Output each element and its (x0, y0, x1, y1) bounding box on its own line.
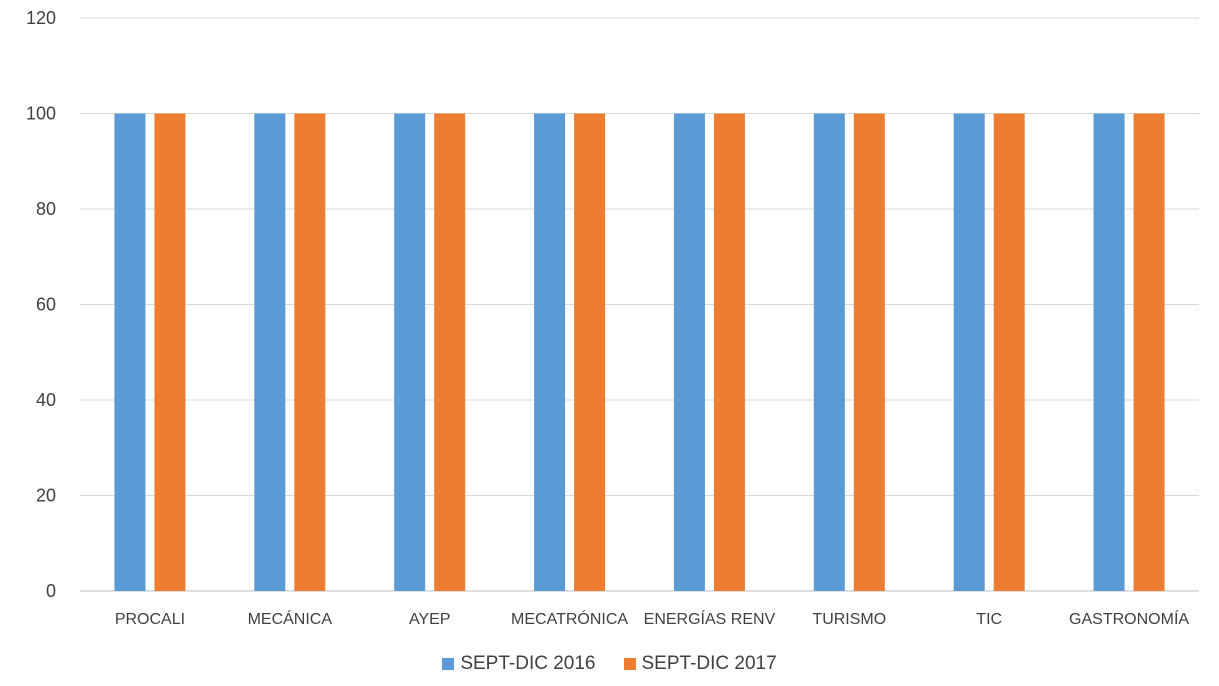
bar-1 (534, 113, 566, 591)
y-axis-ticks: 0 20 40 60 80 100 120 (26, 8, 56, 601)
y-tick-label: 80 (36, 199, 56, 219)
legend-item-series-1: SEPT-DIC 2016 (442, 653, 596, 675)
y-tick-label: 120 (26, 8, 56, 28)
x-tick-label: TIC (976, 611, 1002, 628)
y-tick-label: 40 (36, 390, 56, 410)
legend-swatch-series-2 (623, 658, 636, 670)
legend: SEPT-DIC 2016 SEPT-DIC 2017 (0, 653, 1219, 675)
bar-2 (154, 113, 186, 591)
x-tick-label: AYEP (409, 611, 451, 628)
bars (114, 113, 1165, 591)
gridlines (80, 17, 1199, 592)
x-axis-ticks: PROCALI MECÁNICA AYEP MECATRÓNICA ENERGÍAS R… (115, 609, 1190, 628)
y-tick-label: 60 (36, 295, 56, 315)
bar-2 (1133, 113, 1165, 591)
y-tick-label: 0 (46, 581, 56, 601)
x-tick-label: MECÁNICA (248, 609, 333, 628)
bar-1 (254, 113, 286, 591)
legend-swatch-series-1 (442, 658, 455, 670)
bar-2 (294, 113, 326, 591)
y-tick-label: 20 (36, 486, 56, 506)
bar-2 (853, 113, 885, 591)
bar-1 (953, 113, 985, 591)
y-tick-label: 100 (26, 104, 56, 124)
x-tick-label: PROCALI (115, 611, 185, 628)
legend-label-series-2: SEPT-DIC 2017 (641, 653, 777, 674)
bar-2 (713, 113, 745, 591)
bar-1 (813, 113, 845, 591)
x-tick-label: TURISMO (812, 611, 886, 628)
x-tick-label: GASTRONOMÍA (1069, 609, 1189, 628)
x-tick-label: ENERGÍAS RENV (644, 609, 776, 628)
legend-item-series-2: SEPT-DIC 2017 (623, 653, 777, 675)
bar-1 (114, 113, 146, 591)
bar-2 (574, 113, 606, 591)
bar-1 (394, 113, 426, 591)
legend-label-series-1: SEPT-DIC 2016 (460, 653, 596, 674)
bar-2 (434, 113, 466, 591)
x-tick-label: MECATRÓNICA (511, 609, 628, 628)
bar-2 (993, 113, 1025, 591)
bar-1 (673, 113, 705, 591)
bar-1 (1093, 113, 1125, 591)
